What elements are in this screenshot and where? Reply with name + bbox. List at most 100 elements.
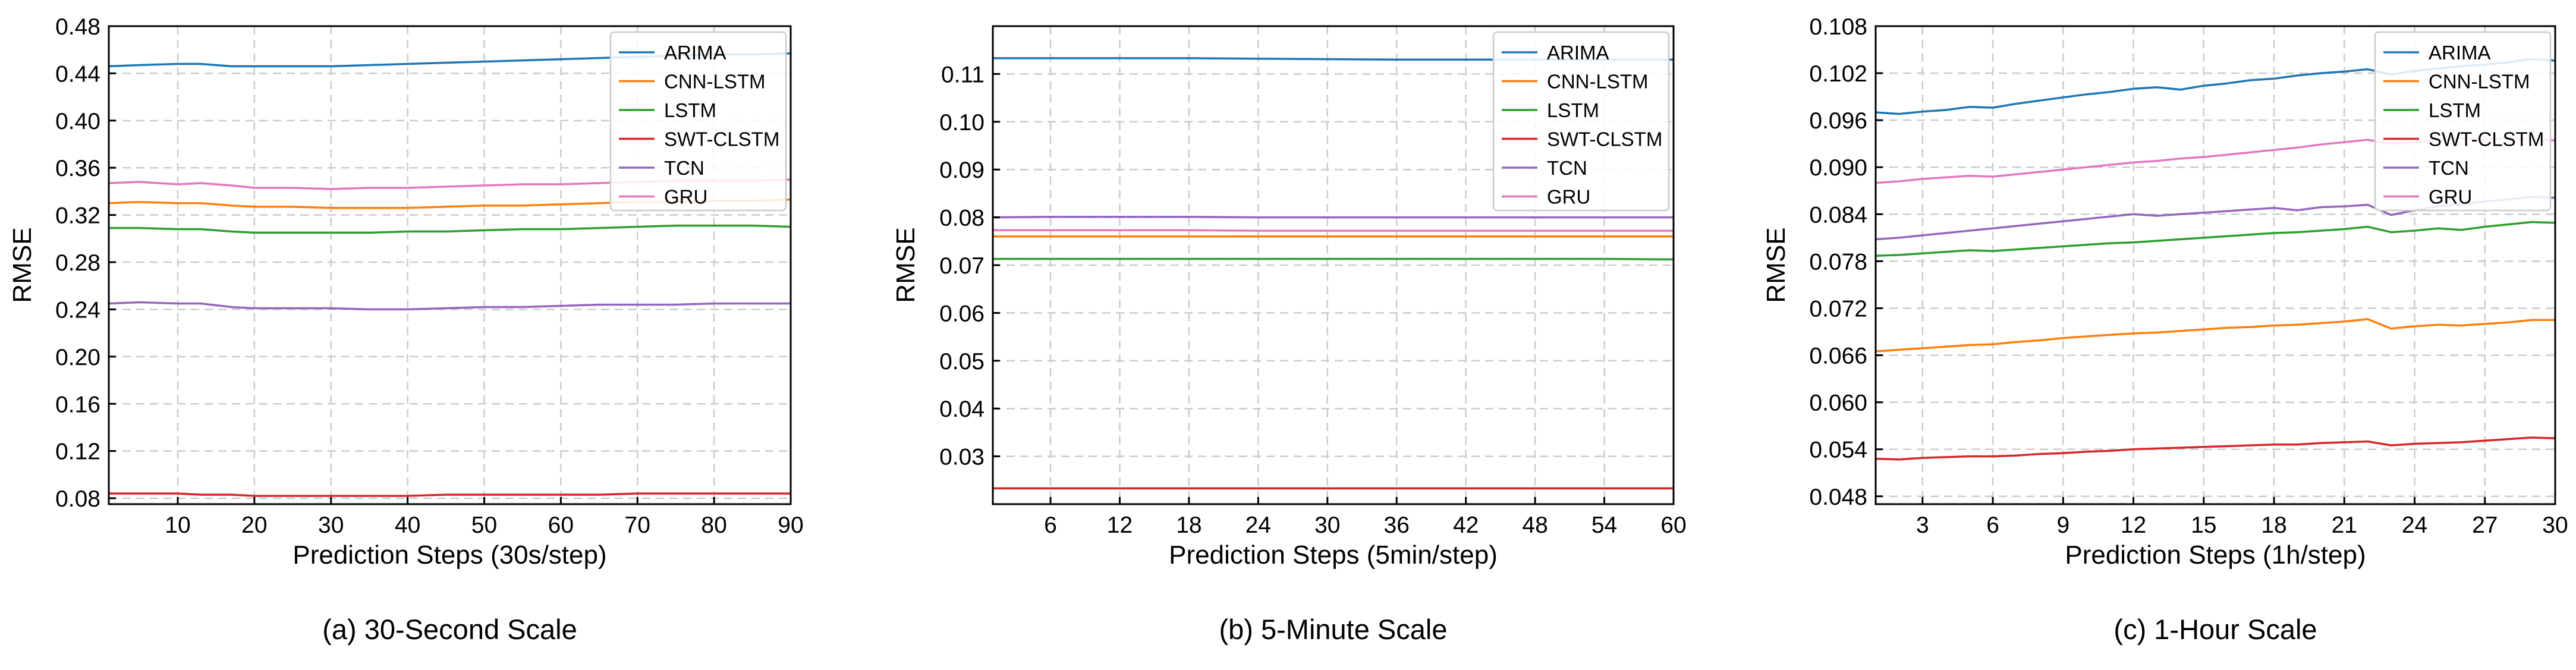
x-tick-label: 24 xyxy=(1245,512,1271,538)
plot-frame xyxy=(1874,25,2556,505)
panel-caption: (c) 1-Hour Scale xyxy=(2113,614,2317,645)
chart-panel-2: 6 12 18 24 30 36 42 48 54 60 0.03 0.04 0.05 0.06 0.07 0… xyxy=(891,25,1687,645)
legend-label: CNN-LSTM xyxy=(2429,71,2530,93)
y-axis-label: RMSE xyxy=(8,227,37,303)
y-tick-label: 0.12 xyxy=(55,439,100,465)
plot-frame xyxy=(108,25,792,505)
y-tick-label: 0.44 xyxy=(55,61,100,87)
series-line-cnn-lstm xyxy=(1875,318,2555,353)
x-tick-label: 6 xyxy=(1044,512,1057,538)
x-tick-label: 18 xyxy=(2261,512,2286,538)
legend-label: TCN xyxy=(1547,157,1587,179)
x-axis-label: Prediction Steps (30s/step) xyxy=(292,540,606,570)
y-tick-label: 0.20 xyxy=(55,345,100,370)
series-line-lstm xyxy=(1875,221,2556,257)
x-tick-label: 50 xyxy=(471,512,497,538)
legend-label: TCN xyxy=(664,157,704,179)
panel-caption: (b) 5-Minute Scale xyxy=(1219,614,1448,645)
y-tick-label: 0.108 xyxy=(1809,14,1867,40)
legend-label: GRU xyxy=(664,186,707,208)
x-tick-label: 60 xyxy=(1660,512,1686,538)
legend: ARIMA CNN-LSTM LSTM SWT-CLSTM TCN GRU xyxy=(2374,31,2552,212)
x-tick-label: 24 xyxy=(2402,512,2427,538)
y-tick-label: 0.096 xyxy=(1809,108,1867,134)
x-tick-label: 40 xyxy=(395,512,420,538)
y-tick-label: 0.16 xyxy=(55,392,100,417)
y-tick-label: 0.066 xyxy=(1809,344,1867,369)
legend-box xyxy=(609,31,787,212)
y-tick-label: 0.48 xyxy=(55,14,100,40)
x-tick-label: 30 xyxy=(2542,512,2568,538)
y-tick-label: 0.07 xyxy=(939,253,985,279)
legend: ARIMA CNN-LSTM LSTM SWT-CLSTM TCN GRU xyxy=(1492,31,1670,212)
x-tick-label: 6 xyxy=(1986,512,1999,538)
series-line-gru xyxy=(993,229,1674,232)
x-tick-label: 60 xyxy=(548,512,574,538)
y-tick-label: 0.10 xyxy=(939,110,985,136)
series-line-lstm xyxy=(993,257,1674,261)
panel-caption: (a) 30-Second Scale xyxy=(322,614,577,645)
y-tick-label: 0.084 xyxy=(1809,202,1867,228)
y-axis-label: RMSE xyxy=(891,227,920,303)
legend-label: GRU xyxy=(2429,186,2472,208)
legend-label: ARIMA xyxy=(664,42,726,64)
y-tick-label: 0.11 xyxy=(941,62,985,87)
y-tick-label: 0.32 xyxy=(55,203,100,229)
x-tick-label: 27 xyxy=(2472,512,2498,538)
legend-box xyxy=(1492,31,1670,212)
y-tick-label: 0.03 xyxy=(939,445,985,470)
x-tick-label: 21 xyxy=(2332,512,2357,538)
x-tick-label: 20 xyxy=(241,512,267,538)
legend-label: GRU xyxy=(1547,186,1590,208)
legend-label: CNN-LSTM xyxy=(1547,71,1649,93)
chart-panel-3: 3 6 9 12 15 18 21 24 27 30 0.048 0.054 0.060 0.066 0.0… xyxy=(1762,14,2568,645)
x-tick-label: 10 xyxy=(165,512,190,538)
legend-label: ARIMA xyxy=(2429,42,2491,64)
y-tick-label: 0.06 xyxy=(939,301,985,326)
y-tick-label: 0.102 xyxy=(1809,61,1867,87)
series-line-swt-clstm xyxy=(109,492,791,497)
series-line-swt-clstm xyxy=(1875,436,2556,461)
y-tick-label: 0.060 xyxy=(1809,391,1867,416)
legend-label: LSTM xyxy=(664,99,716,121)
y-tick-label: 0.08 xyxy=(939,206,985,231)
y-tick-label: 0.08 xyxy=(55,486,100,512)
y-tick-label: 0.048 xyxy=(1809,485,1867,510)
x-tick-label: 36 xyxy=(1384,512,1410,538)
x-axis-label: Prediction Steps (5min/step) xyxy=(1169,540,1498,570)
x-tick-label: 30 xyxy=(1314,512,1340,538)
x-tick-label: 12 xyxy=(2121,512,2146,538)
series-line-tcn xyxy=(108,301,791,311)
series-line-tcn xyxy=(992,216,1674,219)
x-axis-label: Prediction Steps (1h/step) xyxy=(2065,540,2366,570)
legend-label: TCN xyxy=(2429,157,2469,179)
x-tick-label: 18 xyxy=(1176,512,1201,538)
x-tick-label: 15 xyxy=(2191,512,2216,538)
y-tick-label: 0.28 xyxy=(55,250,100,276)
y-tick-label: 0.36 xyxy=(55,156,100,181)
y-tick-label: 0.05 xyxy=(939,349,985,375)
series-line-lstm xyxy=(109,224,791,234)
legend-box xyxy=(2374,31,2552,212)
chart-panel-1: 10 20 30 40 50 60 70 80 90 0.08 0.12 0.16 0.20 0.24 0.… xyxy=(8,14,804,645)
x-tick-label: 80 xyxy=(701,512,726,538)
x-tick-label: 54 xyxy=(1591,512,1617,538)
x-tick-label: 12 xyxy=(1107,512,1133,538)
y-axis-label: RMSE xyxy=(1762,227,1791,303)
x-tick-label: 30 xyxy=(318,512,344,538)
x-tick-label: 3 xyxy=(1916,512,1929,538)
y-tick-label: 0.090 xyxy=(1809,155,1867,181)
y-tick-label: 0.078 xyxy=(1809,249,1867,275)
x-tick-label: 48 xyxy=(1522,512,1548,538)
y-tick-label: 0.072 xyxy=(1809,296,1867,322)
legend-label: SWT-CLSTM xyxy=(664,128,779,150)
legend-label: ARIMA xyxy=(1547,42,1609,64)
x-tick-label: 9 xyxy=(2056,512,2069,538)
x-tick-label: 90 xyxy=(778,512,803,538)
y-tick-label: 0.09 xyxy=(939,158,985,183)
x-tick-label: 70 xyxy=(625,512,650,538)
x-tick-label: 42 xyxy=(1453,512,1479,538)
y-tick-label: 0.04 xyxy=(939,397,985,422)
legend-label: LSTM xyxy=(2429,99,2481,121)
